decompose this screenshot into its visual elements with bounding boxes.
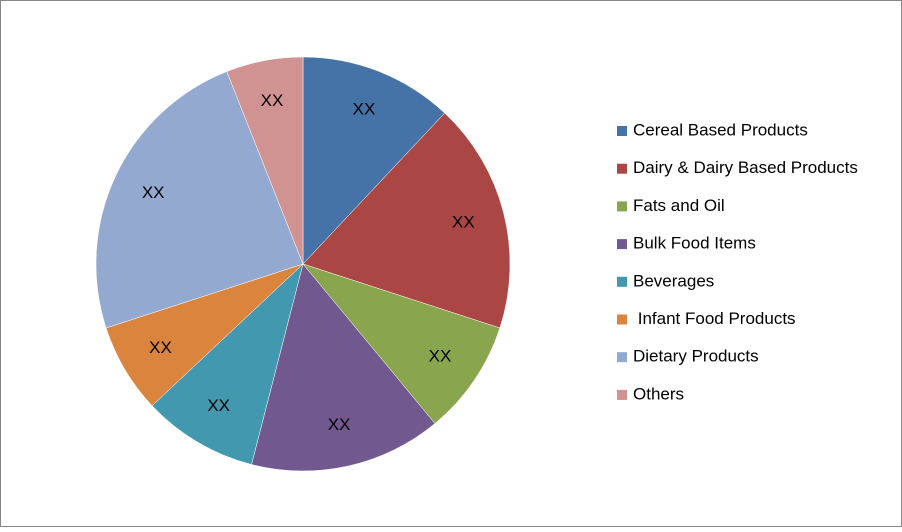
- pie-slice: [302, 263, 501, 424]
- legend-label: Beverages: [633, 271, 714, 290]
- slice-label: XX: [207, 396, 230, 415]
- legend-swatch: [617, 126, 627, 136]
- legend-label: Bulk Food Items: [633, 234, 756, 253]
- slice-label: XX: [429, 347, 452, 366]
- pie-slice: [151, 263, 304, 465]
- legend-swatch: [617, 389, 627, 400]
- slice-label: XX: [328, 415, 351, 434]
- pie-slice: [302, 112, 511, 329]
- slice-label: XX: [149, 338, 172, 357]
- pie-slice: [226, 56, 304, 265]
- slice-label: XX: [142, 183, 165, 202]
- legend-label: Cereal Based Products: [633, 120, 808, 139]
- legend-label: Dietary Products: [633, 347, 759, 366]
- slice-label: XX: [353, 100, 376, 119]
- legend-swatch: [617, 239, 627, 250]
- pie-slice: [95, 71, 304, 329]
- legend-swatch: [617, 276, 627, 287]
- slice-label: XX: [261, 91, 284, 110]
- pie-slice: [251, 263, 436, 472]
- legend-swatch: [617, 314, 627, 325]
- legend-label: Infant Food Products: [633, 309, 796, 328]
- legend-label: Dairy & Dairy Based Products: [633, 158, 858, 177]
- legend-swatch: [617, 352, 627, 363]
- slice-label: XX: [452, 212, 475, 231]
- legend-swatch: [617, 201, 627, 212]
- legend-label: Fats and Oil: [633, 196, 725, 215]
- pie-slice: [302, 56, 446, 265]
- legend-swatch: [617, 163, 627, 174]
- legend-label: Others: [633, 384, 684, 403]
